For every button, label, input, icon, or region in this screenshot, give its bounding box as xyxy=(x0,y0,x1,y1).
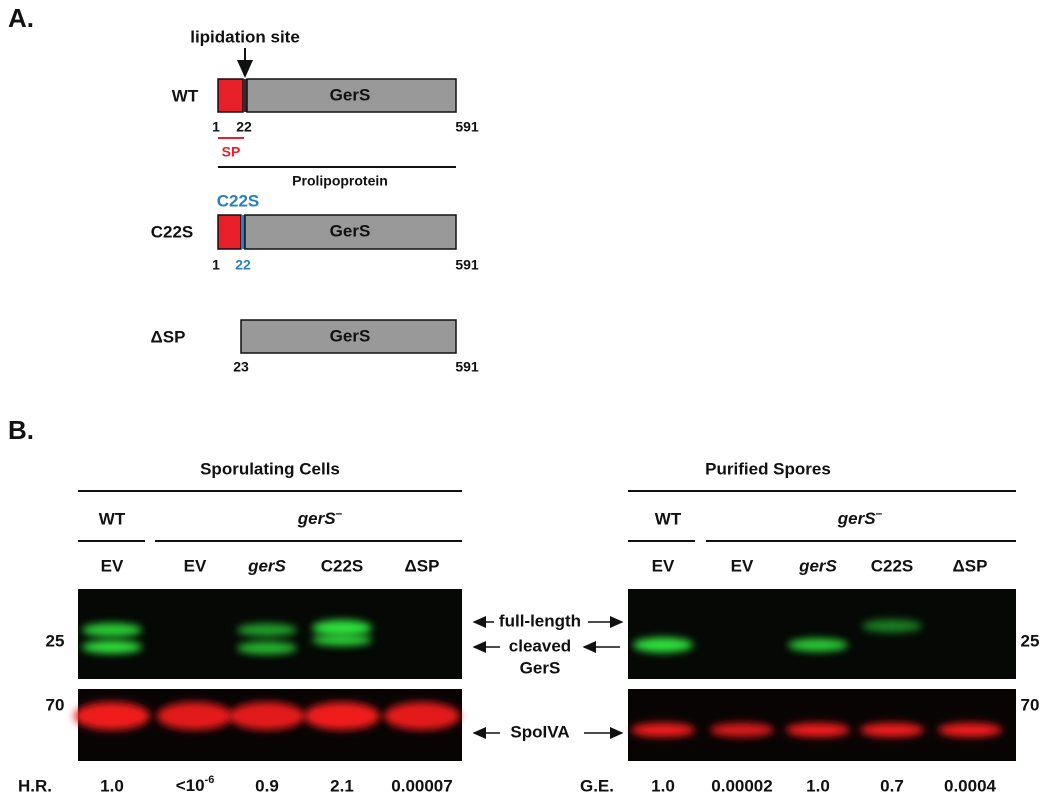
strain-label: gerS– xyxy=(837,506,883,528)
domain xyxy=(240,319,457,354)
quant-value: 0.7 xyxy=(880,776,904,795)
mutation-site xyxy=(241,215,245,249)
lane-label: EV xyxy=(731,556,754,575)
superscript: – xyxy=(336,506,343,520)
band-label: SpoIVA xyxy=(510,722,569,741)
band-label: cleaved xyxy=(509,636,571,655)
quant-value: 1.0 xyxy=(806,776,830,795)
annotation: lipidation site xyxy=(190,27,300,46)
green-blot xyxy=(628,589,1016,679)
lane-label: gerS xyxy=(798,556,837,575)
marker-label: 25 xyxy=(1021,631,1040,650)
blot-title: Sporulating Cells xyxy=(200,459,340,478)
quant-value: 0.9 xyxy=(255,776,279,795)
marker-label: 70 xyxy=(46,695,65,714)
strain-name: gerS xyxy=(297,509,336,528)
domain xyxy=(244,214,457,250)
marker-label: 70 xyxy=(1021,695,1040,714)
quant-value: 0.00002 xyxy=(711,776,772,795)
position: 1 xyxy=(212,119,220,135)
strain-label: WT xyxy=(99,509,126,528)
band-label: GerS xyxy=(520,658,561,677)
lane-label: C22S xyxy=(321,556,364,575)
signal-peptide xyxy=(217,214,242,250)
quant-label: G.E. xyxy=(580,776,614,795)
superscript: -6 xyxy=(205,774,215,786)
band xyxy=(788,638,848,652)
quant-value: 0.0004 xyxy=(944,776,997,795)
quant-value: 1.0 xyxy=(100,776,124,795)
band xyxy=(938,723,1002,737)
quant-value: 2.1 xyxy=(330,776,354,795)
construct-name: WT xyxy=(172,86,199,105)
domain-label: GerS xyxy=(330,221,371,240)
position: 22 xyxy=(235,257,251,273)
lane-label: EV xyxy=(184,556,207,575)
band xyxy=(82,640,142,654)
quant-value: 0.00007 xyxy=(391,776,452,795)
position: 23 xyxy=(233,359,249,375)
position: 591 xyxy=(455,359,479,375)
band xyxy=(786,723,850,737)
panel-label: B. xyxy=(8,415,34,445)
band-label: full-length xyxy=(499,611,581,630)
quant-label: H.R. xyxy=(18,776,52,795)
band xyxy=(710,723,774,737)
band xyxy=(82,623,142,637)
construct-name: C22S xyxy=(151,222,194,241)
position: 22 xyxy=(236,119,252,135)
position: 1 xyxy=(212,257,220,273)
band xyxy=(157,702,233,730)
construct-name: ΔSP xyxy=(151,327,186,346)
sp-label: SP xyxy=(222,144,241,160)
lane-label: C22S xyxy=(871,556,914,575)
lane-label: gerS xyxy=(247,556,286,575)
band xyxy=(633,637,693,653)
quant-value: <10-6 xyxy=(176,774,215,796)
band xyxy=(312,634,372,646)
band xyxy=(312,620,372,636)
quant-base: <10 xyxy=(176,776,205,795)
signal-peptide xyxy=(217,78,244,113)
band xyxy=(304,702,380,730)
prolipoprotein-label: Prolipoprotein xyxy=(292,173,388,189)
strain-label: gerS– xyxy=(297,506,343,528)
mutation-label: C22S xyxy=(217,191,260,210)
blot-title: Purified Spores xyxy=(705,459,831,478)
band xyxy=(237,641,297,655)
band xyxy=(860,723,924,737)
superscript: – xyxy=(876,506,883,520)
band xyxy=(229,702,305,730)
band xyxy=(74,702,150,730)
quant-value: 1.0 xyxy=(651,776,675,795)
domain xyxy=(246,78,457,113)
lane-label: ΔSP xyxy=(953,556,988,575)
domain-label: GerS xyxy=(330,85,371,104)
lane-label: ΔSP xyxy=(405,556,440,575)
marker-label: 25 xyxy=(46,631,65,650)
position: 591 xyxy=(455,257,479,273)
band-annotations: full-length cleaved GerS SpoIVA xyxy=(472,611,624,741)
position: 591 xyxy=(455,119,479,135)
lipidation-site xyxy=(243,79,247,112)
domain-label: GerS xyxy=(330,326,371,345)
band xyxy=(384,702,460,730)
band xyxy=(862,619,922,633)
strain-label: WT xyxy=(655,509,682,528)
band xyxy=(237,623,297,637)
band xyxy=(631,723,695,737)
strain-name: gerS xyxy=(837,509,876,528)
lane-label: EV xyxy=(101,556,124,575)
lane-label: EV xyxy=(652,556,675,575)
panel-label: A. xyxy=(8,3,34,33)
